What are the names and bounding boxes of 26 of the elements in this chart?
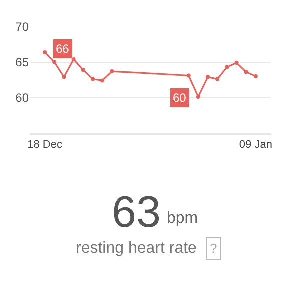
point (100, 78, 105, 83)
point (43, 50, 48, 54)
point (234, 61, 239, 66)
annotation: 60 (173, 91, 187, 105)
point (52, 60, 57, 64)
point (206, 75, 210, 80)
point (81, 68, 86, 72)
x-tick-label: 18 Dec (28, 139, 63, 152)
annotation: 66 (56, 42, 70, 56)
point (225, 65, 230, 70)
point (110, 70, 114, 74)
point (216, 77, 220, 82)
text: ? (210, 241, 218, 256)
y-tick-label: 65 (16, 56, 30, 70)
point (244, 70, 248, 74)
point (254, 74, 258, 78)
point (186, 74, 191, 78)
x-tick-label: 09 Jan (239, 139, 272, 152)
text: resting heart rate (76, 240, 198, 257)
text: 63 (112, 188, 161, 237)
y-tick-label: 70 (16, 20, 30, 34)
point (72, 58, 76, 62)
point (90, 77, 95, 82)
point (62, 75, 66, 80)
text: bpm (167, 210, 198, 227)
y-tick-label: 60 (16, 90, 30, 105)
